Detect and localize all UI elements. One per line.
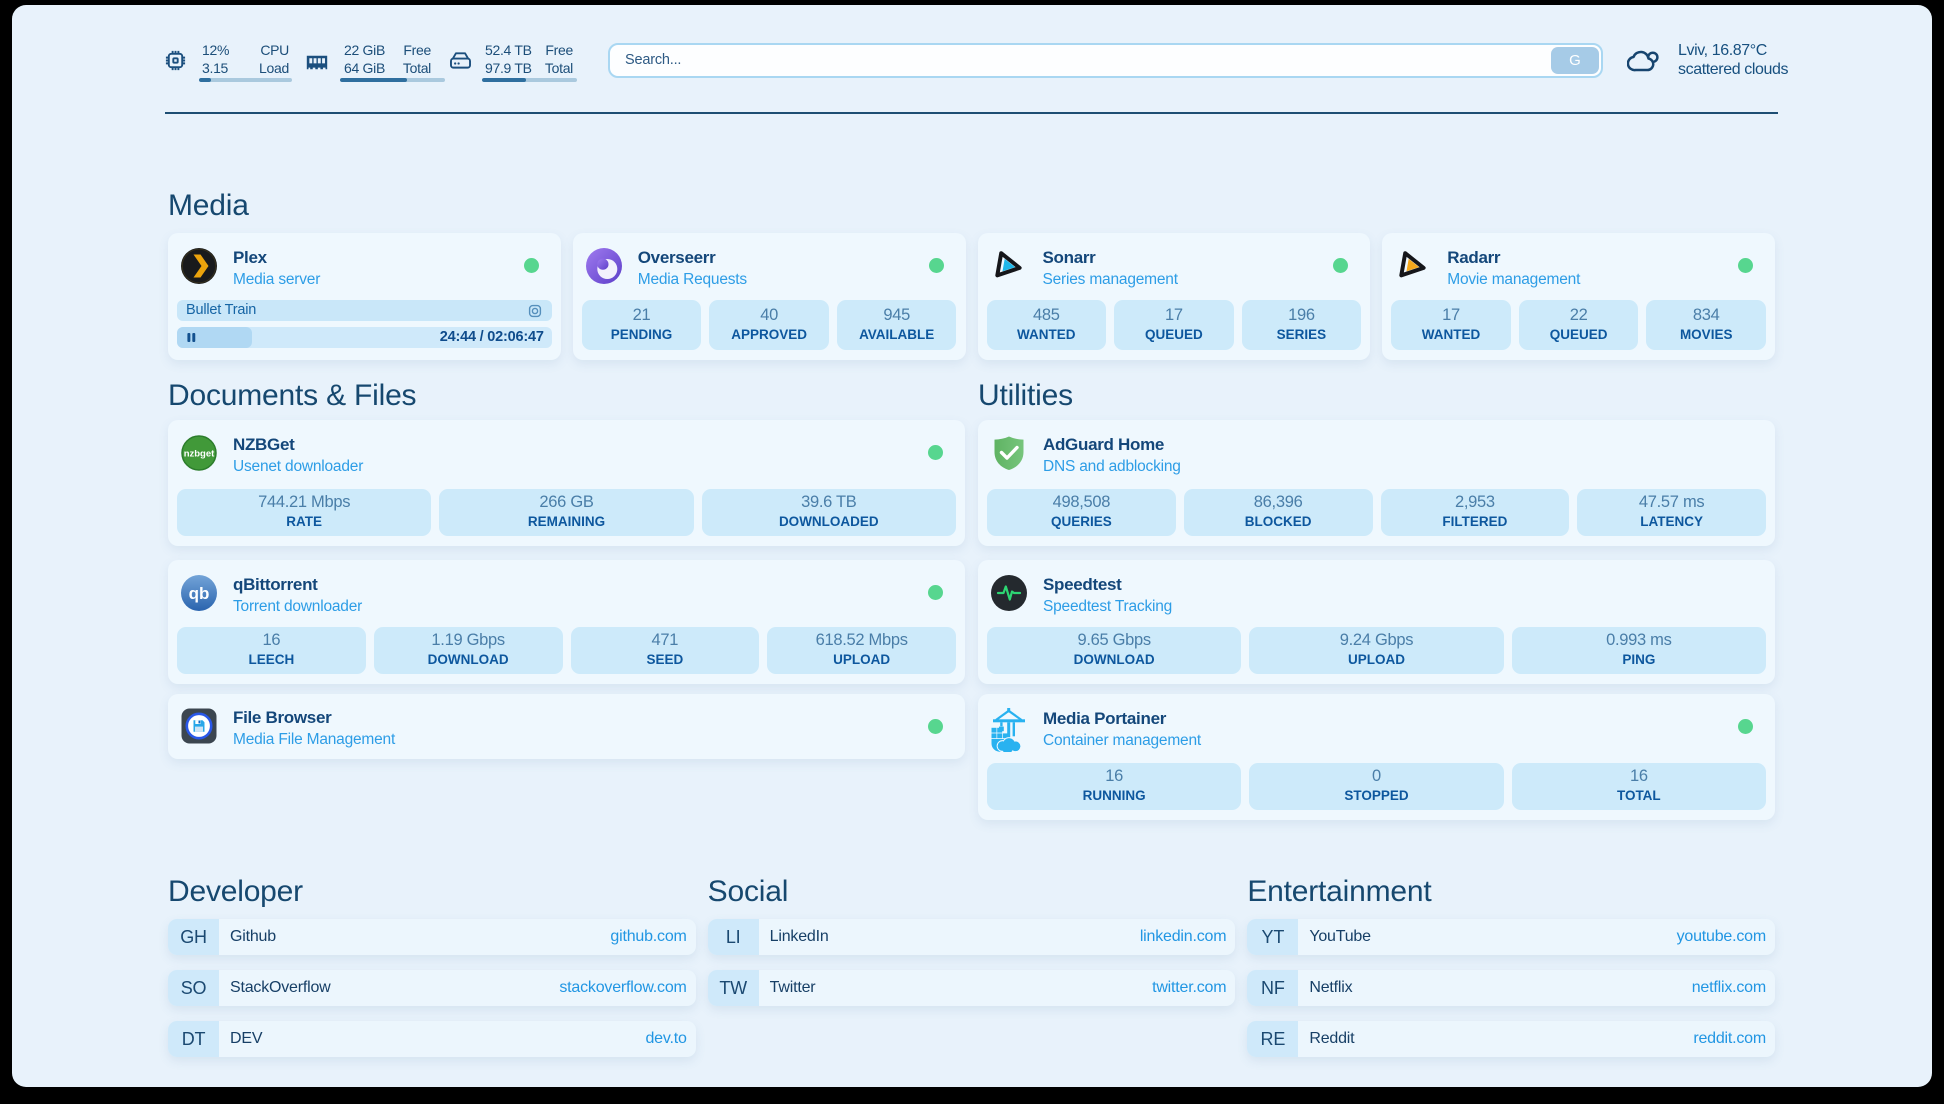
svg-text:nzbget: nzbget — [184, 449, 215, 460]
svg-text:qb: qb — [189, 584, 210, 603]
